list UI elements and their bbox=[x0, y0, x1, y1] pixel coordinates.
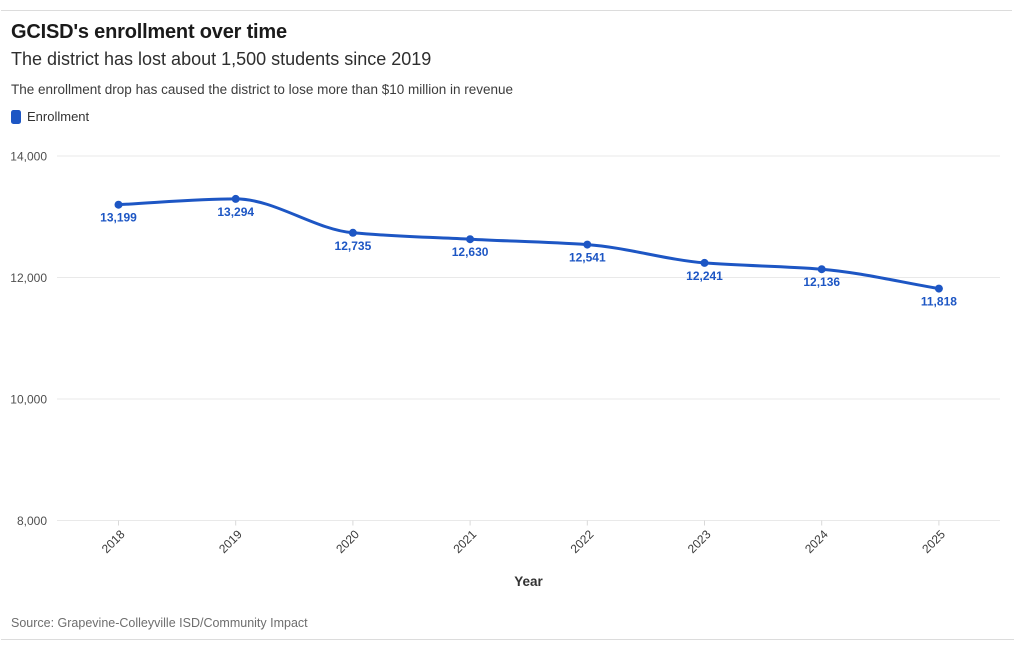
chart-subtitle: The district has lost about 1,500 studen… bbox=[11, 49, 432, 69]
x-axis-label-2019: 2019 bbox=[216, 527, 245, 556]
data-point-label-2019: 13,294 bbox=[217, 205, 254, 219]
y-axis-tick-label-8000: 8,000 bbox=[17, 514, 47, 528]
legend-label: Enrollment bbox=[27, 109, 90, 124]
data-point-2020[interactable] bbox=[348, 228, 357, 237]
bottom-divider bbox=[1, 639, 1014, 640]
x-axis-label-2018: 2018 bbox=[99, 527, 128, 556]
x-axis-title: Year bbox=[514, 574, 543, 589]
x-axis-label-2024: 2024 bbox=[802, 527, 831, 556]
source-note: Source: Grapevine-Colleyville ISD/Commun… bbox=[11, 616, 308, 630]
data-point-label-2020: 12,735 bbox=[335, 239, 372, 253]
data-point-label-2025: 11,818 bbox=[921, 295, 957, 309]
y-axis-tick-label-14000: 14,000 bbox=[10, 150, 47, 164]
x-axis-label-2023: 2023 bbox=[685, 527, 714, 556]
data-point-2022[interactable] bbox=[583, 240, 592, 249]
data-point-label-2023: 12,241 bbox=[686, 269, 723, 283]
y-axis-tick-label-12000: 12,000 bbox=[10, 271, 47, 285]
data-point-2023[interactable] bbox=[700, 258, 709, 267]
x-axis-label-2021: 2021 bbox=[450, 527, 479, 556]
data-point-label-2022: 12,541 bbox=[569, 251, 606, 265]
data-point-2024[interactable] bbox=[817, 265, 826, 274]
data-point-2019[interactable] bbox=[231, 194, 240, 203]
chart-title: GCISD's enrollment over time bbox=[11, 21, 287, 43]
top-divider bbox=[1, 10, 1012, 11]
data-point-label-2021: 12,630 bbox=[452, 245, 489, 259]
legend-swatch-enrollment bbox=[11, 109, 21, 124]
y-axis-tick-label-10000: 10,000 bbox=[10, 393, 47, 407]
data-point-2025[interactable] bbox=[934, 284, 943, 293]
data-point-label-2024: 12,136 bbox=[803, 275, 840, 289]
x-axis-label-2025: 2025 bbox=[919, 527, 948, 556]
data-point-2021[interactable] bbox=[466, 235, 475, 244]
x-axis-label-2022: 2022 bbox=[568, 527, 597, 556]
data-point-label-2018: 13,199 bbox=[100, 211, 137, 225]
chart-description: The enrollment drop has caused the distr… bbox=[11, 82, 514, 97]
x-axis-label-2020: 2020 bbox=[333, 527, 362, 556]
legend: Enrollment bbox=[11, 109, 89, 124]
data-point-2018[interactable] bbox=[114, 200, 123, 209]
enrollment-line bbox=[117, 197, 941, 291]
